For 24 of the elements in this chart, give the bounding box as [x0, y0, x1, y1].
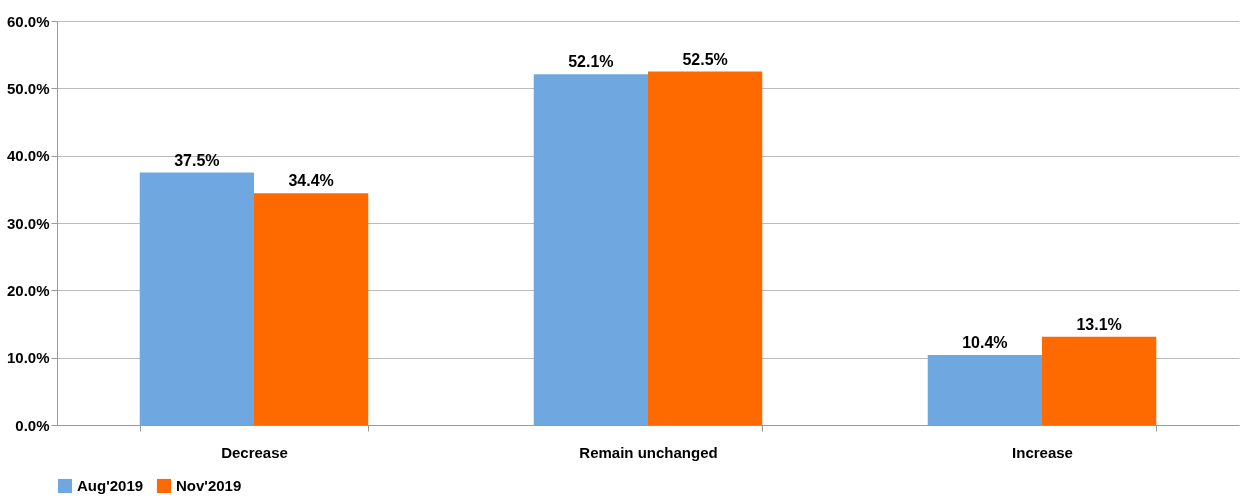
data-label: 52.5%: [682, 50, 728, 68]
y-tick-label: 60.0%: [6, 12, 50, 30]
data-label: 34.4%: [288, 172, 334, 190]
data-label: 52.1%: [568, 53, 614, 71]
y-tick-label: 30.0%: [6, 214, 50, 232]
y-tick-label: 20.0%: [6, 281, 50, 299]
data-label: 37.5%: [174, 151, 220, 169]
bar: [1042, 336, 1157, 425]
y-tick-label: 10.0%: [6, 349, 50, 367]
x-tick-label: Remain unchanged: [579, 443, 718, 461]
bar: [648, 71, 763, 425]
data-label: 13.1%: [1076, 315, 1122, 333]
y-tick-label: 50.0%: [6, 79, 50, 97]
data-label: 10.4%: [962, 333, 1008, 351]
x-tick-label: Decrease: [221, 443, 288, 461]
bar: [254, 193, 369, 425]
bar: [533, 74, 648, 425]
y-tick-label: 0.0%: [15, 416, 50, 434]
legend-label: Aug'2019: [77, 477, 144, 494]
bar: [927, 354, 1042, 425]
legend-label: Nov'2019: [176, 477, 242, 494]
y-tick-label: 40.0%: [6, 147, 50, 165]
bar: [139, 172, 254, 425]
x-tick-label: Increase: [1012, 443, 1073, 461]
